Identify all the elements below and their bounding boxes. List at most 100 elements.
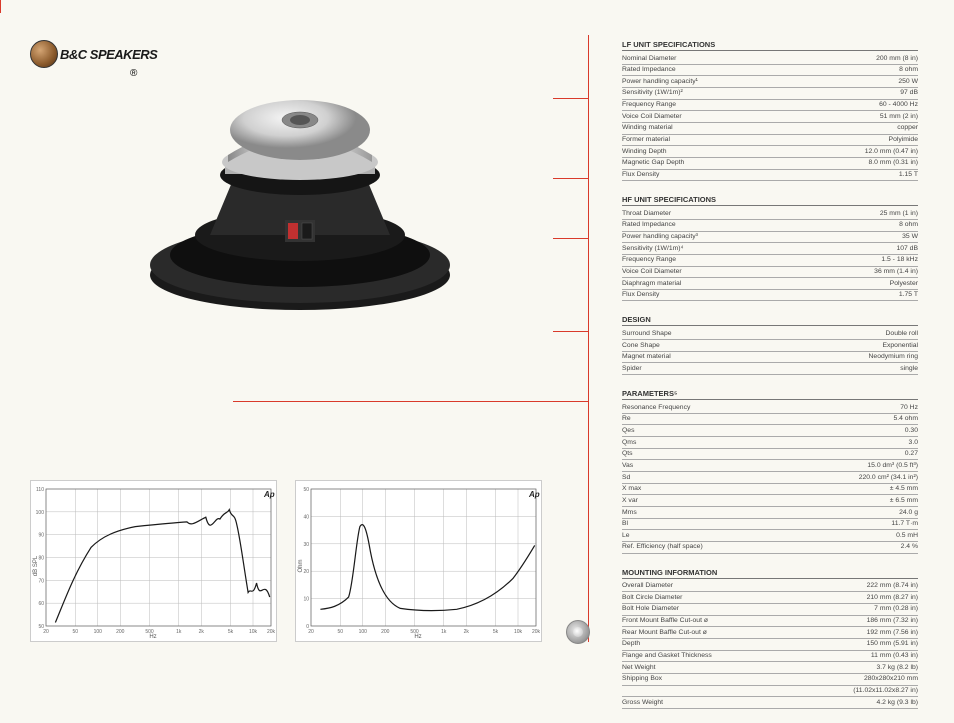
spec-section: LF unit SPECIFICATIONSNominal Diameter20… [622,40,918,181]
spec-value: 24.0 g [893,509,918,517]
spec-value: 222 mm (8.74 in) [861,582,918,590]
svg-text:70: 70 [38,578,44,584]
spec-value: Neodymium ring [863,353,918,361]
divider-line [0,0,1,13]
svg-text:5k: 5k [493,629,499,635]
divider-line [553,178,588,179]
spec-row: Magnetic Gap Depth8.0 mm (0.31 in) [622,158,918,170]
spec-value: 150 mm (5.91 in) [861,640,918,648]
spec-label: Rated Impedance [622,221,893,229]
spec-value: Polyimide [883,136,918,144]
spec-row: Re5.4 ohm [622,414,918,426]
spec-label: Re [622,415,887,423]
spec-label: Sensitivity (1W/1m)⁴ [622,245,890,253]
spec-value: 4.2 kg (9.3 lb) [870,699,918,707]
spec-label: Front Mount Baffle Cut-out ø [622,617,861,625]
section-title: MOUNTING INFORMATION [622,568,918,579]
spec-value: 11.7 T·m [885,520,918,528]
spec-row: Rated Impedance8 ohm [622,65,918,77]
spec-row: Diaphragm materialPolyester [622,278,918,290]
spec-value: 200 mm (8 in) [870,55,918,63]
spec-value: 280x280x210 mm [858,675,918,683]
product-photo [140,80,460,320]
spec-section: DESIGNSurround ShapeDouble rollCone Shap… [622,315,918,375]
spec-label: Nominal Diameter [622,55,870,63]
spec-row: Sensitivity (1W/1m)²97 dB [622,88,918,100]
spec-row: Winding Depth12.0 mm (0.47 in) [622,146,918,158]
chart-badge: Ap [263,490,275,499]
spec-value: single [894,365,918,373]
speaker-icon [566,620,590,644]
spec-value: 8 ohm [893,66,918,74]
spec-label: Throat Diameter [622,210,874,218]
spec-value: 25 mm (1 in) [874,210,918,218]
spec-row: Vas15.0 dm³ (0.5 ft³) [622,460,918,472]
spec-value: 3.7 kg (8.2 lb) [870,664,918,672]
spec-label: Gross Weight [622,699,870,707]
svg-text:2k: 2k [464,629,470,635]
spec-row: Power handling capacity³35 W [622,232,918,244]
svg-text:60: 60 [38,601,44,607]
spec-label: Qms [622,439,903,447]
spec-row: Flux Density1.75 T [622,290,918,302]
spec-row: Shipping Box280x280x210 mm [622,674,918,686]
svg-text:10k: 10k [249,629,258,635]
frequency-response-chart: 506070809010011020501002005001k2k5k10k20… [30,480,277,642]
spec-value: 0.30 [899,427,918,435]
svg-text:100: 100 [359,629,368,635]
spec-value: 220.0 cm² (34.1 in²) [853,474,918,482]
spec-value: 70 Hz [894,404,918,412]
spec-row: Power handling capacity¹250 W [622,76,918,88]
spec-row: Frequency Range60 - 4000 Hz [622,100,918,112]
spec-label: Flux Density [622,171,893,179]
spec-row: Front Mount Baffle Cut-out ø186 mm (7.32… [622,616,918,628]
spec-row: Winding materialcopper [622,123,918,135]
spec-label: Magnet material [622,353,863,361]
spec-row: Flux Density1.15 T [622,170,918,182]
spec-label: Spider [622,365,894,373]
spec-value: 1.75 T [893,291,918,299]
spec-label: X var [622,497,884,505]
divider-line [553,331,588,332]
spec-value: ± 6.5 mm [884,497,918,505]
spec-row: Nominal Diameter200 mm (8 in) [622,53,918,65]
spec-row: Throat Diameter25 mm (1 in) [622,208,918,220]
impedance-chart: 0102030405020501002005001k2k5k10k20k Ap … [295,480,542,642]
svg-text:1k: 1k [441,629,447,635]
spec-value: Polyester [884,280,918,288]
spec-row: Bolt Circle Diameter210 mm (8.27 in) [622,592,918,604]
spec-label: Power handling capacity³ [622,233,896,241]
spec-row: Cone ShapeExponential [622,340,918,352]
spec-row: X max± 4.5 mm [622,484,918,496]
spec-row: Ref. Efficiency (half space)2.4 % [622,542,918,554]
y-axis-label: dB SPL [33,555,39,576]
spec-label: Cone Shape [622,342,876,350]
spec-value: 107 dB [890,245,918,253]
spec-label: Surround Shape [622,330,880,338]
divider-line [588,35,589,642]
spec-label: Bl [622,520,885,528]
brand-logo: B&C SPEAKERS ® [30,40,157,79]
spec-label: X max [622,485,884,493]
spec-label: Resonance Frequency [622,404,894,412]
svg-text:50: 50 [337,629,343,635]
spec-section: PARAMETERS⁵Resonance Frequency70 HzRe5.4… [622,389,918,554]
spec-row: Depth150 mm (5.91 in) [622,639,918,651]
spec-row: Qts0.27 [622,449,918,461]
spec-value: Exponential [876,342,918,350]
spec-value: 1.15 T [893,171,918,179]
spec-label: Bolt Hole Diameter [622,605,868,613]
spec-label: Overall Diameter [622,582,861,590]
spec-value: 12.0 mm (0.47 in) [859,148,918,156]
spec-row: Bolt Hole Diameter7 mm (0.28 in) [622,604,918,616]
svg-text:20k: 20k [267,629,276,635]
spec-row: Voice Coil Diameter36 mm (1.4 in) [622,267,918,279]
spec-value: 5.4 ohm [887,415,918,423]
spec-row: Magnet materialNeodymium ring [622,352,918,364]
section-title: DESIGN [622,315,918,326]
svg-text:10k: 10k [514,629,523,635]
spec-value: 186 mm (7.32 in) [861,617,918,625]
spec-row: Net Weight3.7 kg (8.2 lb) [622,662,918,674]
spec-value: 7 mm (0.28 in) [868,605,918,613]
svg-text:20: 20 [303,569,309,575]
